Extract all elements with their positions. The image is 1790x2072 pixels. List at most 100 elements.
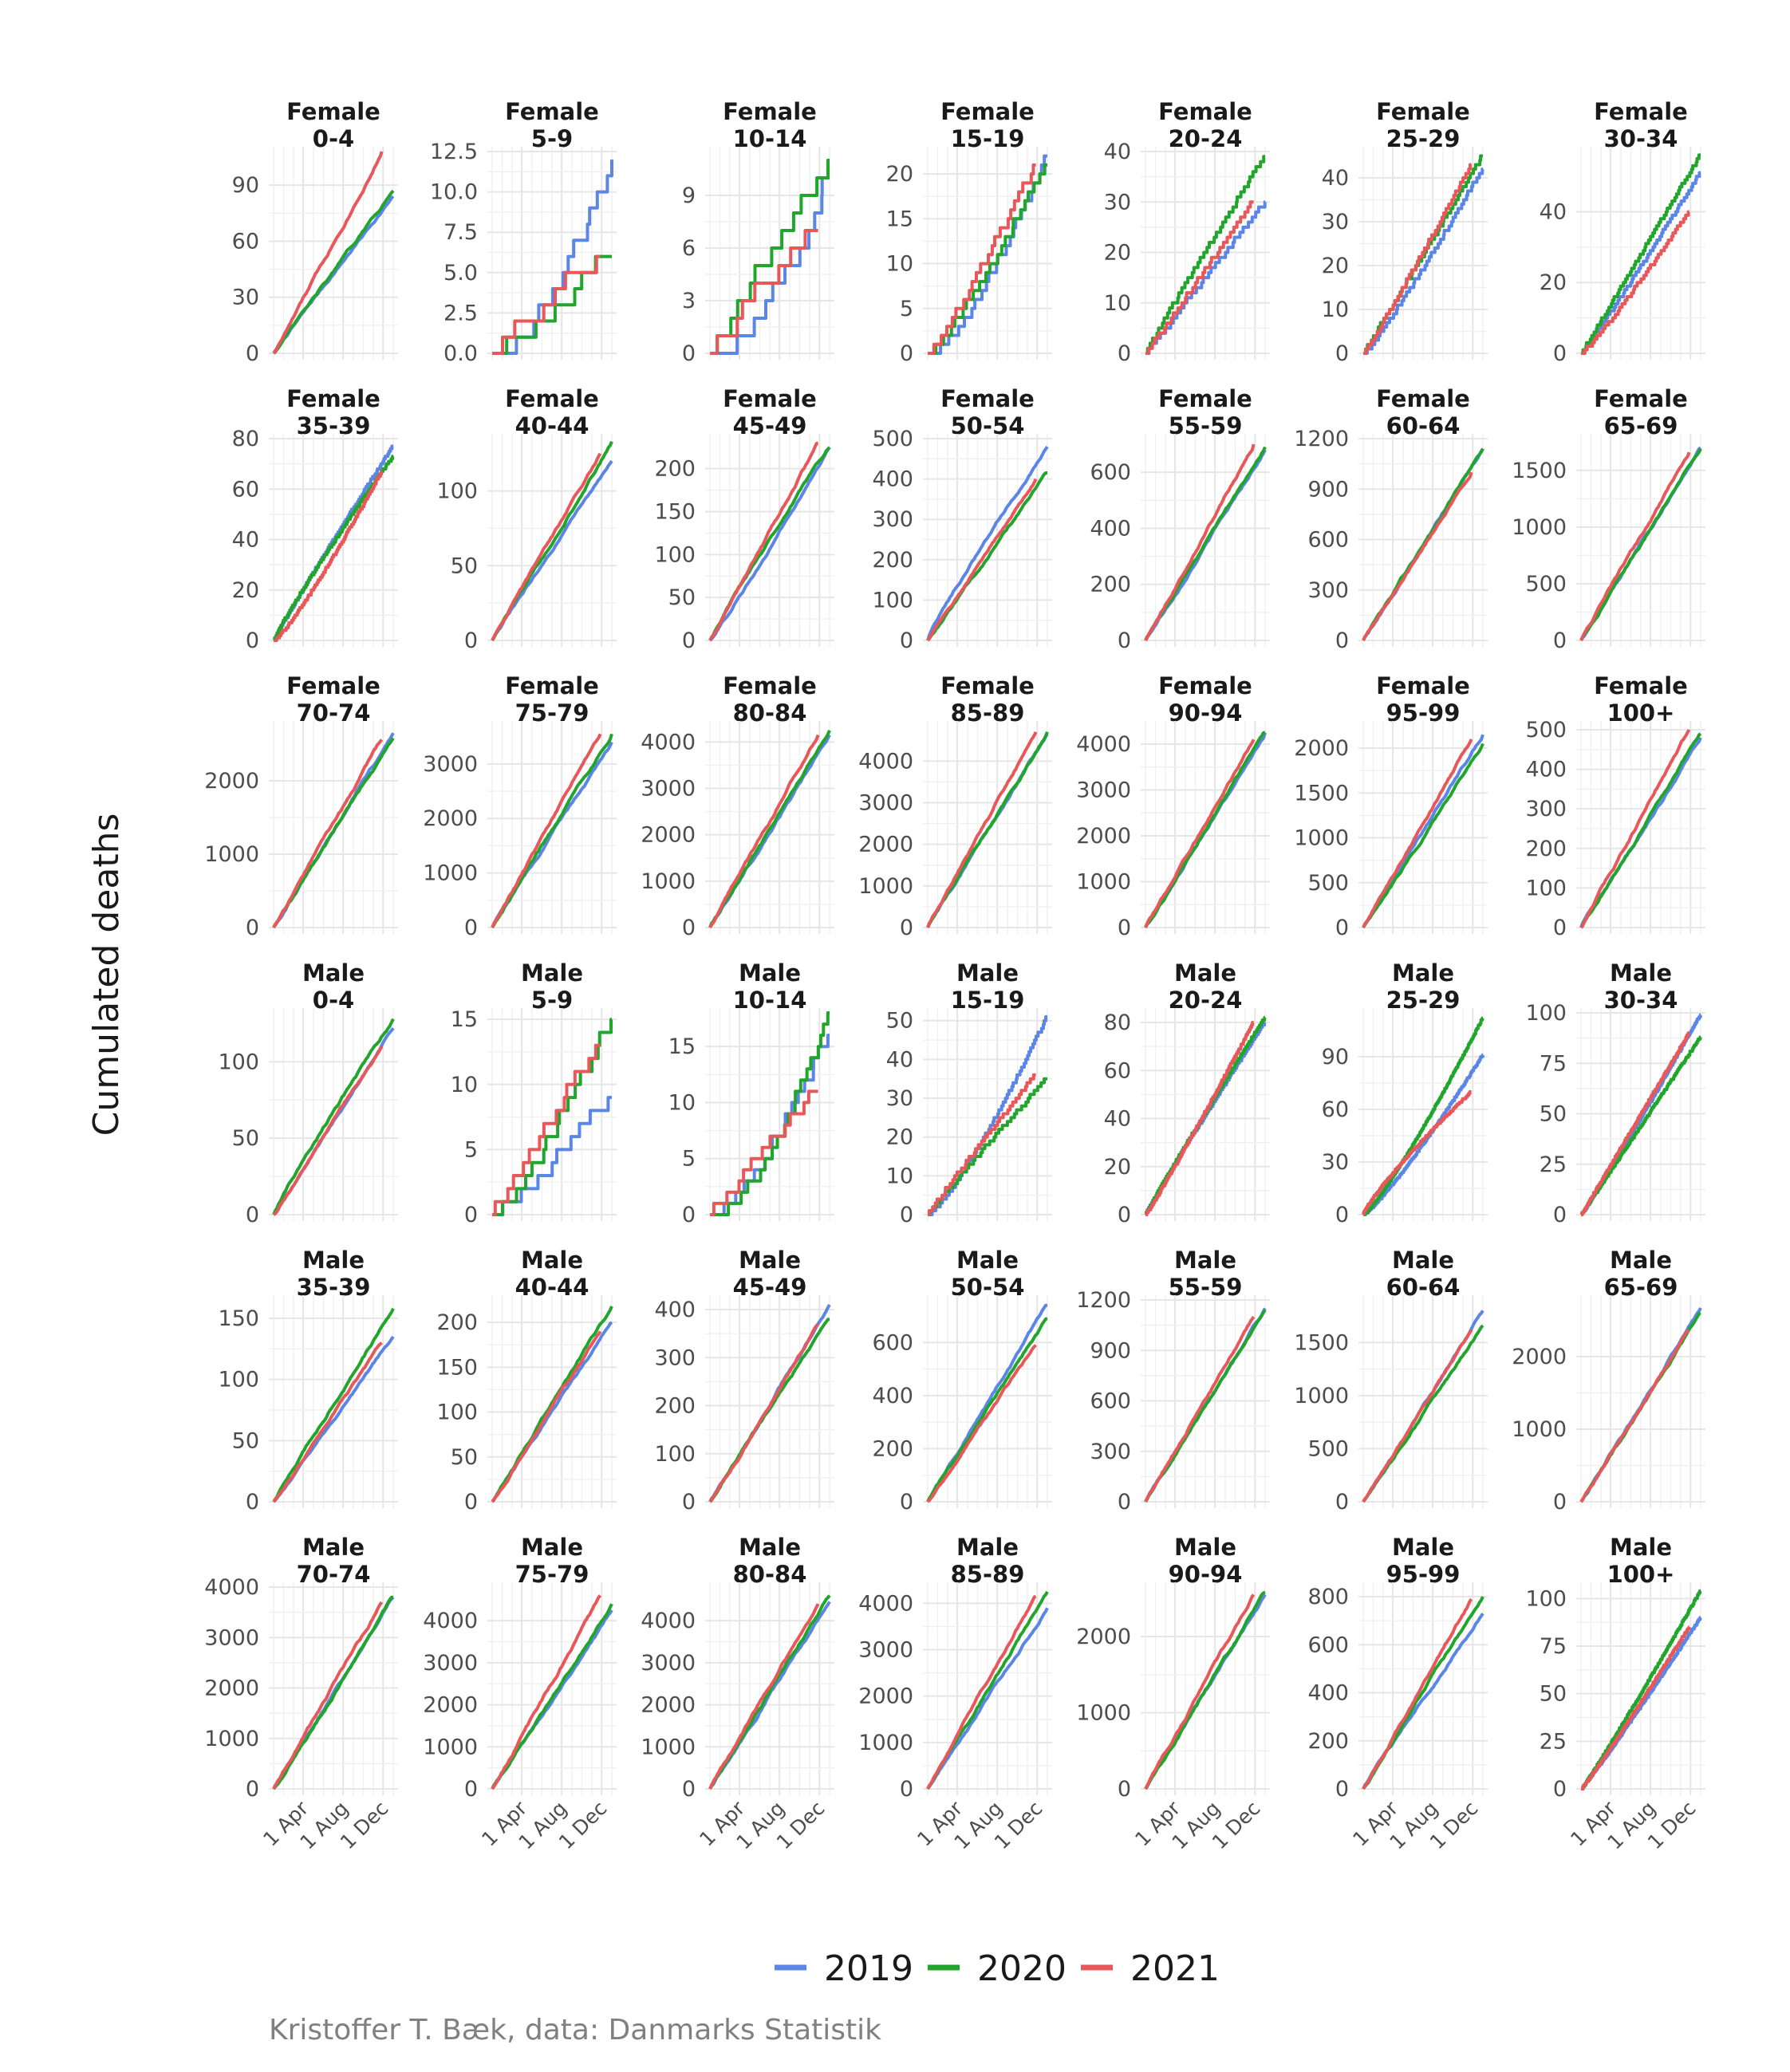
y-tick-label: 2000 [1076, 824, 1131, 849]
series-line-2021 [274, 470, 384, 642]
y-tick-label: 50 [1540, 1102, 1567, 1127]
y-tick-label: 600 [1307, 1633, 1349, 1657]
y-tick-label: 400 [654, 1298, 696, 1322]
series-line-2021 [273, 1046, 384, 1216]
y-tick-label: 0 [1118, 916, 1131, 940]
series-line-2020 [1363, 1016, 1484, 1216]
series-line-2021 [928, 163, 1036, 355]
y-tick-label: 4000 [1076, 732, 1131, 757]
y-tick-label: 0 [900, 1777, 913, 1802]
facet-title-sex: Male [1392, 1534, 1454, 1561]
y-tick-label: 1000 [1294, 1384, 1349, 1408]
y-tick-label: 15 [886, 207, 913, 231]
y-tick-label: 50 [1540, 1682, 1567, 1707]
y-tick-label: 100 [218, 1368, 259, 1392]
y-tick-label: 5 [682, 1147, 696, 1172]
y-tick-label: 3000 [204, 1625, 259, 1650]
facet-title-sex: Female [505, 98, 599, 125]
y-tick-label: 60 [1104, 1058, 1131, 1083]
facet-title-sex: Male [521, 959, 583, 987]
facet-title-sex: Female [940, 385, 1035, 412]
facet-title-sex: Male [521, 1247, 583, 1274]
series-line-2019 [708, 446, 831, 642]
y-tick-label: 30 [886, 1086, 913, 1111]
y-tick-label: 1000 [204, 842, 259, 867]
caption: Kristoffer T. Bæk, data: Danmarks Statis… [269, 2014, 881, 2046]
series-line-2019 [1581, 171, 1701, 355]
y-tick-label: 0 [1553, 628, 1567, 653]
y-tick-label: 1000 [1076, 870, 1131, 895]
y-tick-label: 7.5 [444, 220, 478, 245]
y-tick-label: 5.0 [444, 261, 478, 286]
y-tick-label: 400 [1090, 516, 1131, 541]
y-tick-label: 1200 [1076, 1288, 1131, 1313]
y-tick-label: 50 [886, 1009, 913, 1034]
y-tick-label: 10 [1322, 297, 1349, 322]
y-tick-label: 2000 [204, 769, 259, 794]
y-tick-label: 0 [1335, 916, 1349, 940]
series-line-2021 [710, 1089, 818, 1216]
facet-title-sex: Female [1376, 672, 1470, 699]
y-tick-label: 300 [872, 507, 913, 532]
y-tick-label: 0 [1553, 1777, 1567, 1802]
y-tick-label: 200 [872, 548, 913, 573]
y-tick-label: 0 [246, 1777, 259, 1802]
series-line-2021 [1144, 1315, 1256, 1503]
y-tick-label: 300 [654, 1345, 696, 1370]
y-tick-label: 300 [1525, 797, 1567, 821]
series-line-2021 [491, 1330, 602, 1503]
series-line-2021 [708, 734, 820, 929]
series-line-2021 [1362, 1597, 1473, 1790]
y-tick-label: 200 [654, 1394, 696, 1419]
y-tick-label: 25 [1540, 1152, 1567, 1177]
y-tick-label: 0 [464, 1203, 478, 1227]
y-tick-label: 10.0 [430, 180, 478, 205]
series-line-2021 [1579, 1329, 1689, 1503]
y-tick-label: 5 [900, 297, 913, 321]
y-tick-label: 300 [1090, 1440, 1131, 1464]
series-line-2020 [492, 1018, 613, 1216]
series-line-2019 [491, 459, 613, 642]
series-line-2021 [272, 739, 384, 928]
series-line-2020 [1581, 153, 1701, 355]
y-tick-label: 40 [1540, 199, 1567, 224]
y-tick-label: 1000 [641, 1735, 696, 1759]
y-tick-label: 0 [682, 1490, 696, 1515]
y-tick-label: 1000 [641, 869, 696, 894]
y-tick-label: 40 [1322, 166, 1349, 191]
series-line-2021 [272, 1601, 384, 1790]
y-tick-label: 2000 [1294, 736, 1349, 761]
series-line-2020 [1579, 732, 1702, 929]
series-line-2021 [708, 1322, 820, 1503]
y-tick-label: 40 [886, 1047, 913, 1072]
facet-title-sex: Male [521, 1534, 583, 1561]
y-tick-label: 400 [872, 467, 913, 492]
series-line-2021 [927, 1073, 1036, 1216]
series-line-2019 [926, 445, 1049, 641]
y-tick-label: 200 [872, 1436, 913, 1461]
series-line-2021 [1362, 739, 1473, 928]
y-tick-label: 0 [1553, 341, 1567, 366]
y-tick-label: 4000 [204, 1575, 259, 1600]
y-tick-label: 60 [1322, 1097, 1349, 1122]
y-tick-label: 0 [682, 1203, 696, 1227]
y-tick-label: 15 [668, 1034, 696, 1059]
y-tick-label: 100 [872, 588, 913, 613]
series-line-2021 [926, 1594, 1037, 1790]
facet-title-sex: Male [739, 959, 801, 987]
facet-title-sex: Female [286, 672, 380, 699]
